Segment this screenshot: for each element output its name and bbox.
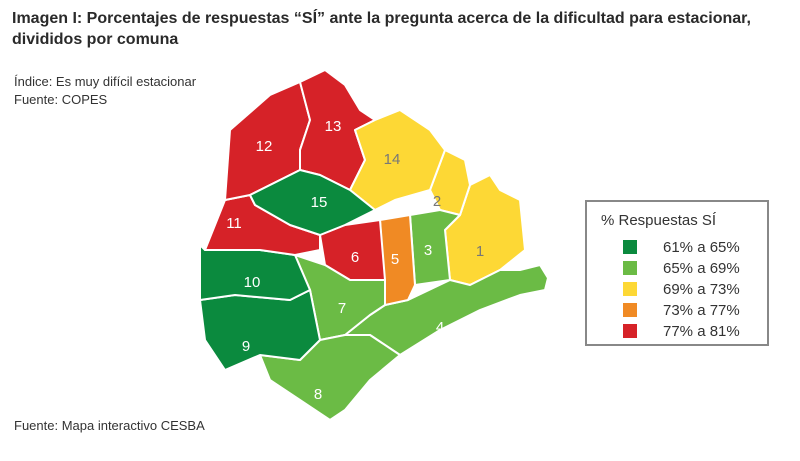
legend-label: 65% a 69%	[663, 259, 740, 277]
legend-swatch	[623, 282, 637, 296]
comuna-label-11: 11	[226, 215, 242, 232]
legend-item: 73% a 77%	[623, 301, 740, 319]
comuna-label-10: 10	[244, 274, 261, 291]
legend-item: 65% a 69%	[623, 259, 740, 277]
legend-item: 69% a 73%	[623, 280, 740, 298]
index-note: Índice: Es muy difícil estacionar	[14, 74, 197, 89]
source-bottom: Fuente: Mapa interactivo CESBA	[14, 418, 205, 433]
comuna-label-2: 2	[433, 193, 441, 210]
legend-label: 77% a 81%	[663, 322, 740, 340]
comuna-label-4: 4	[436, 319, 444, 336]
comuna-label-14: 14	[384, 151, 401, 168]
comuna-label-1: 1	[476, 243, 484, 260]
comuna-label-5: 5	[391, 251, 399, 268]
legend-label: 61% a 65%	[663, 238, 740, 256]
legend-swatch	[623, 324, 637, 338]
legend-item: 61% a 65%	[623, 238, 740, 256]
comuna-label-13: 13	[325, 118, 342, 135]
legend-swatch	[623, 261, 637, 275]
comuna-label-9: 9	[242, 338, 250, 355]
comuna-15	[249, 169, 376, 236]
legend-label: 69% a 73%	[663, 280, 740, 298]
comuna-label-3: 3	[424, 242, 432, 259]
comuna-label-12: 12	[256, 138, 273, 155]
legend-swatch	[623, 240, 637, 254]
comuna-14	[349, 109, 446, 211]
comuna-label-15: 15	[311, 194, 328, 211]
comuna-label-7: 7	[338, 300, 346, 317]
source-top: Fuente: COPES	[14, 92, 108, 107]
comuna-label-8: 8	[314, 386, 322, 403]
legend-title: % Respuestas SÍ	[601, 212, 717, 229]
legend-swatch	[623, 303, 637, 317]
legend-label: 73% a 77%	[663, 301, 740, 319]
figure-title: Imagen I: Porcentajes de respuestas “SÍ”…	[12, 10, 751, 48]
legend-item: 77% a 81%	[623, 322, 740, 340]
comuna-label-6: 6	[351, 249, 359, 266]
comuna-9	[199, 289, 321, 371]
legend: % Respuestas SÍ 61% a 65% 65% a 69% 69% …	[585, 200, 769, 346]
